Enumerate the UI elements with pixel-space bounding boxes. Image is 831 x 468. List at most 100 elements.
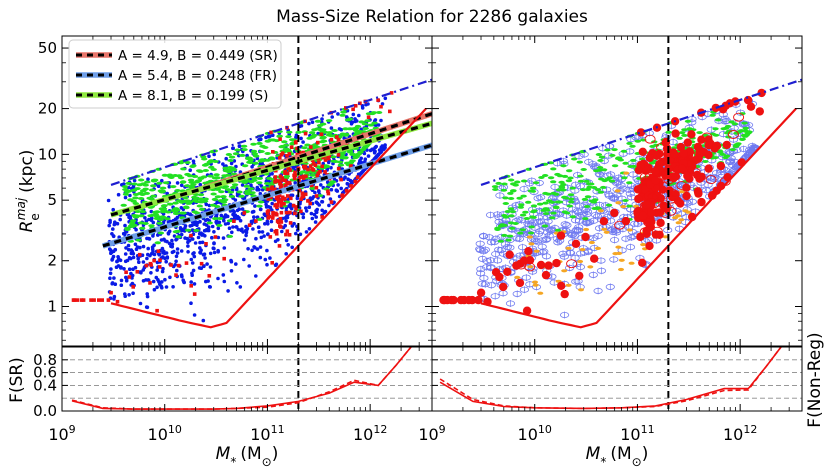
red-point [326,191,331,196]
green-point [250,149,258,153]
orange-point [514,275,521,279]
blue-point [241,230,245,234]
green-point [600,168,608,172]
red-point [301,194,306,199]
legend-label: A = 5.4, B = 0.248 (FR) [118,68,277,84]
red-point [213,235,218,239]
green-point [142,183,149,187]
blue-point [284,219,288,223]
blue-point [357,113,361,118]
green-point [580,188,587,192]
blue-point [265,219,270,224]
green-point [184,228,192,232]
green-point [122,188,129,191]
blue-point [202,252,207,256]
blue-point [160,178,164,183]
green-point [162,181,170,185]
blue-point [299,136,303,141]
green-point [588,182,595,186]
red-point [310,167,314,171]
green-point [522,210,529,214]
blue-point [190,228,195,232]
green-point [529,186,537,190]
green-point [543,212,550,216]
blue-point [146,246,150,251]
green-point [160,204,168,208]
green-point [125,181,132,185]
red-point [655,208,665,217]
red-point [109,290,113,295]
green-point [686,127,693,131]
red-point [309,183,314,188]
blue-point [237,144,242,148]
red-point [474,295,483,305]
blue-point [115,259,119,264]
blue-point [231,209,235,213]
green-point [553,205,560,209]
blue-point [212,250,217,255]
green-point [584,195,592,199]
red-point [144,263,149,268]
green-point [598,177,605,181]
green-point [198,197,205,201]
left-scatter-panel [71,36,432,346]
blue-point [292,221,296,226]
green-point [622,199,629,202]
green-point [346,127,354,131]
red-point [127,275,132,279]
blue-point [175,251,180,255]
green-point [538,176,545,179]
green-point [270,138,277,142]
blue-point [224,214,229,218]
red-point [278,174,283,179]
green-point [172,201,179,205]
green-point [139,226,146,230]
right-fraction-panel [432,347,802,411]
red-point [512,261,521,270]
blue-point [161,266,165,271]
blue-point [198,219,202,224]
orange-point [533,249,540,253]
blue-point [144,219,149,223]
red-point [274,202,279,207]
red-point [75,298,80,302]
red-point [319,132,324,137]
blue-point [336,112,340,116]
orange-point [577,259,584,264]
red-point [287,152,292,156]
red-point [655,230,664,239]
y-axis-label-unit: (kpc) [17,150,37,193]
green-point [508,178,515,182]
green-point [266,176,273,180]
blue-point [133,265,138,270]
green-point [282,147,290,151]
blue-point [323,209,328,214]
green-point [264,152,271,155]
green-point [248,180,255,184]
green-point [566,169,573,173]
blue-point [124,246,128,250]
blue-point [111,207,115,212]
green-point [222,198,229,202]
green-point [558,185,566,189]
green-point [281,140,288,144]
red-point [439,295,448,305]
green-point [746,130,753,134]
green-point [702,160,709,163]
red-point [303,164,308,169]
blue-point [224,156,228,161]
blue-point [190,271,194,276]
red-point [285,171,290,176]
blue-point [109,267,113,271]
green-point [735,142,742,146]
green-point [507,191,514,195]
y-tick-label: 1 [47,298,57,316]
green-point [505,238,512,242]
red-point [693,170,702,180]
blue-point [245,226,250,231]
red-point [671,129,680,138]
green-point [132,196,139,200]
fraction-line-solid [439,347,782,410]
green-point [188,185,196,189]
blue-point [216,226,221,231]
